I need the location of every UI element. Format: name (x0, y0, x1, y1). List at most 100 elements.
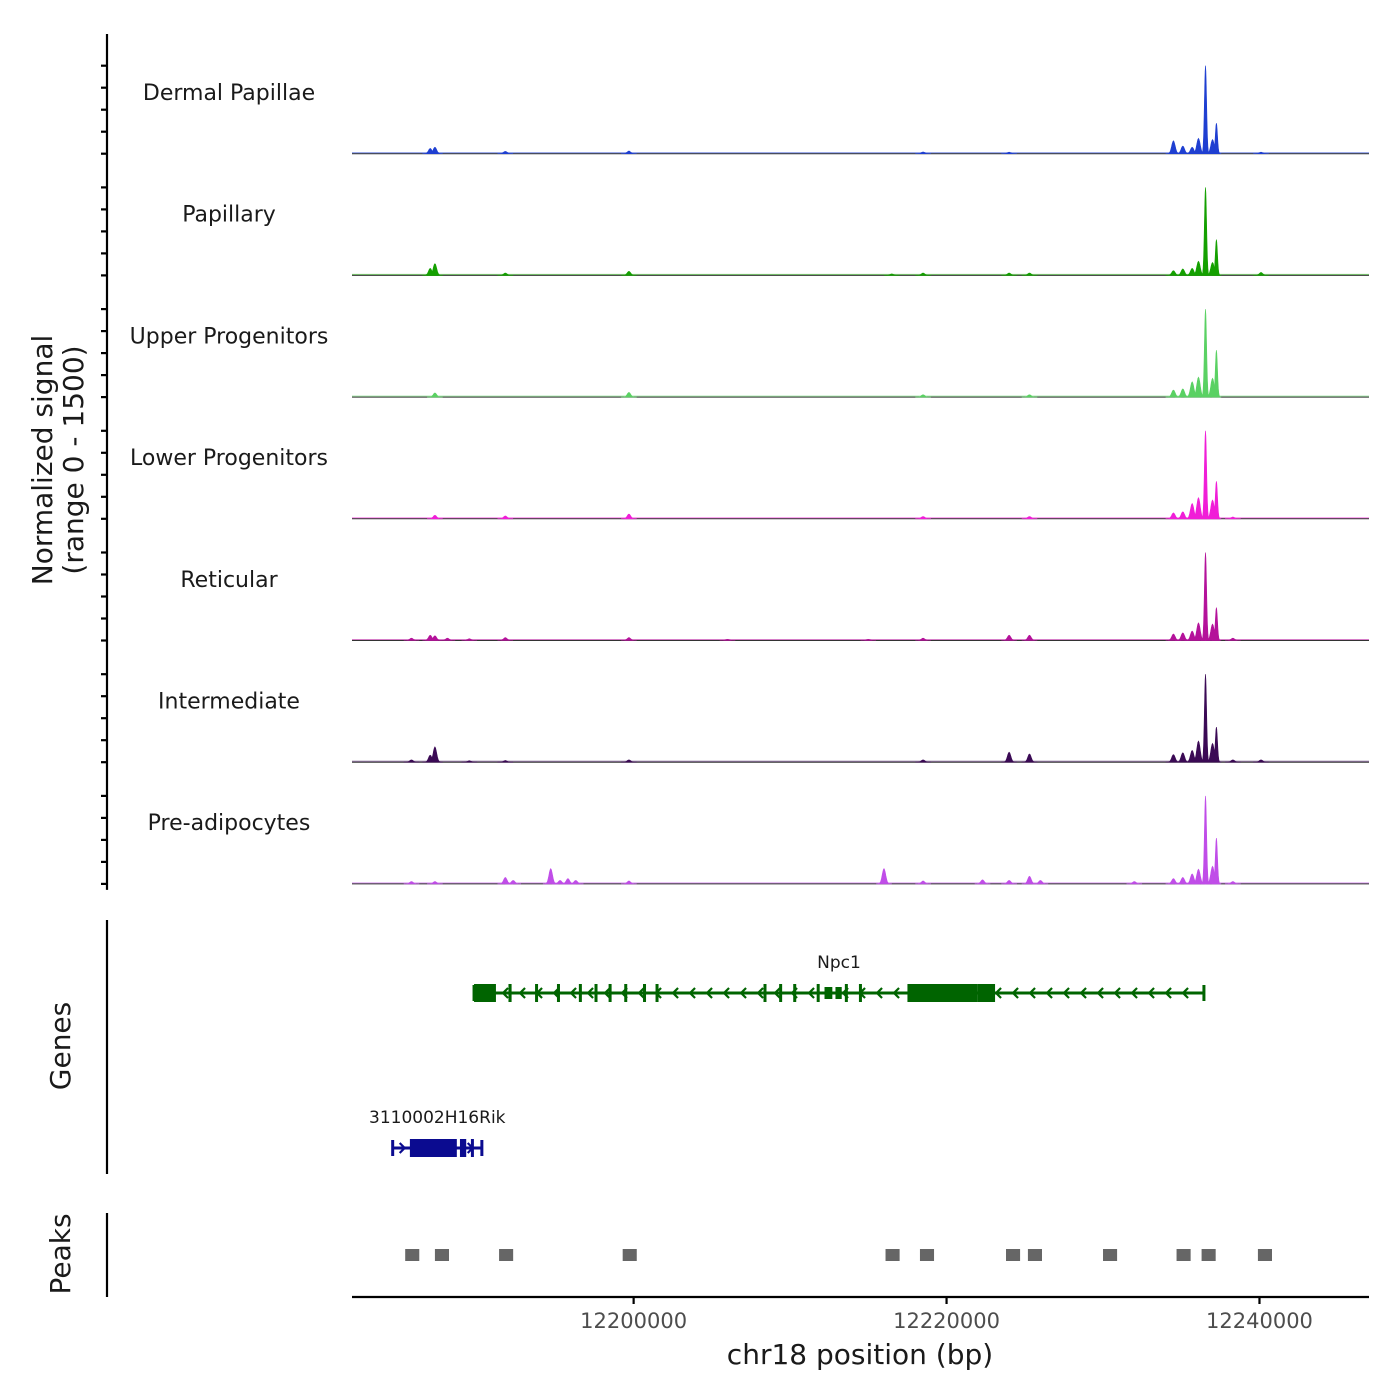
signal-peak (427, 263, 443, 276)
gene-exon (977, 984, 996, 1002)
signal-peak (915, 151, 931, 154)
signal-baseline-noise (352, 273, 1369, 276)
signal-peak (427, 146, 443, 154)
signal-peak (1211, 239, 1222, 276)
gene-exon (474, 984, 496, 1002)
gene-exon (608, 984, 612, 1002)
signal-peak (1253, 272, 1269, 276)
signal-peak (1253, 759, 1269, 763)
coverage-panel: Dermal Papillae Papillary Upper Progenitor… (101, 34, 1369, 890)
signal-peak (915, 880, 931, 885)
signal-peak (497, 515, 514, 520)
strand-arrow (603, 987, 611, 999)
strand-arrow (1130, 987, 1138, 999)
signal-peak (403, 881, 420, 885)
signal-peak (497, 637, 514, 641)
signal-peak (427, 514, 443, 520)
gene-utr (835, 987, 842, 999)
signal-baseline-noise (352, 517, 1369, 519)
signal-peak (1001, 272, 1017, 276)
peak-region (499, 1249, 514, 1261)
coverage-track: Pre-adipocytes (148, 795, 1369, 885)
signal-baseline-noise (352, 639, 1369, 641)
signal-peak (1200, 430, 1211, 520)
signal-peak (403, 637, 420, 641)
strand-arrow (518, 987, 526, 999)
strand-arrow (398, 1142, 407, 1154)
strand-arrow (773, 987, 781, 999)
signal-peak (1001, 634, 1017, 641)
signal-peak (1126, 881, 1143, 885)
strand-arrow (637, 987, 645, 999)
signal-baseline-noise (352, 882, 1369, 884)
signal-peak (439, 637, 456, 641)
signal-baseline-noise (352, 395, 1369, 398)
signal-peak (860, 638, 877, 641)
signal-peak (1165, 140, 1182, 154)
signal-peak (915, 637, 931, 641)
strand-arrow (688, 987, 696, 999)
strand-arrow (671, 987, 679, 999)
genes-panel: Npc1 3110002H16Rik (369, 953, 1206, 1157)
signal-peak (1200, 65, 1211, 154)
signal-peak (915, 516, 931, 520)
signal-peak (1211, 607, 1222, 641)
strand-arrow (807, 987, 815, 999)
signal-peak (1032, 880, 1049, 885)
strand-arrow (1164, 987, 1172, 999)
strand-arrow (1079, 987, 1087, 999)
signal-peak (497, 151, 514, 154)
peaks-panel-title: Peaks (44, 1213, 77, 1294)
signal-peak (1021, 272, 1038, 276)
signal-peak (1211, 481, 1222, 520)
y-axis-title-line2: (range 0 - 1500) (57, 345, 90, 574)
gene-exon (643, 984, 647, 1002)
peak-region (1103, 1249, 1118, 1261)
gene-exon (779, 984, 783, 1002)
gene-exon (578, 984, 582, 1002)
x-tick-label: 12240000 (1206, 1309, 1313, 1333)
peak-region (885, 1249, 900, 1261)
coverage-track: Lower Progenitors (130, 430, 1369, 520)
strand-arrow (739, 987, 747, 999)
genes-panel-title: Genes (44, 1002, 77, 1090)
track-label: Intermediate (158, 690, 300, 715)
signal-peak (497, 760, 514, 763)
peak-region (1257, 1249, 1272, 1261)
strand-arrow (569, 987, 577, 999)
track-label: Lower Progenitors (130, 446, 328, 471)
peak-region (1176, 1249, 1191, 1261)
peak-region (919, 1249, 935, 1261)
signal-peak (884, 273, 900, 276)
signal-peak (876, 868, 892, 885)
coverage-track: Papillary (182, 187, 1369, 276)
y-axis-title-line1: Normalized signal (26, 335, 59, 586)
peak-region (1006, 1249, 1021, 1261)
signal-peak (621, 513, 637, 520)
strand-arrow (586, 987, 594, 999)
gene-model: Npc1 (472, 953, 1206, 1002)
x-axis-title: chr18 position (bp) (727, 1338, 993, 1371)
gene-exon (409, 1139, 457, 1157)
signal-peak (1200, 795, 1211, 885)
signal-peak (1021, 394, 1038, 398)
signal-peak (915, 272, 931, 276)
track-label: Papillary (182, 203, 276, 228)
gene-label: Npc1 (817, 953, 861, 973)
signal-peak (1200, 674, 1211, 763)
strand-arrow (722, 987, 730, 999)
gene-exon (844, 984, 848, 1002)
signal-peak (505, 880, 521, 885)
strand-arrow (756, 987, 764, 999)
signal-peak (427, 881, 443, 885)
signal-peak (621, 392, 637, 398)
signal-peak (1211, 123, 1222, 154)
signal-peak (1021, 516, 1038, 520)
signal-peak (461, 638, 478, 641)
strand-arrow (994, 987, 1002, 999)
signal-peak (567, 880, 584, 885)
signal-peak (1225, 881, 1241, 885)
peak-region (1027, 1249, 1042, 1261)
signal-peak (1001, 151, 1017, 154)
